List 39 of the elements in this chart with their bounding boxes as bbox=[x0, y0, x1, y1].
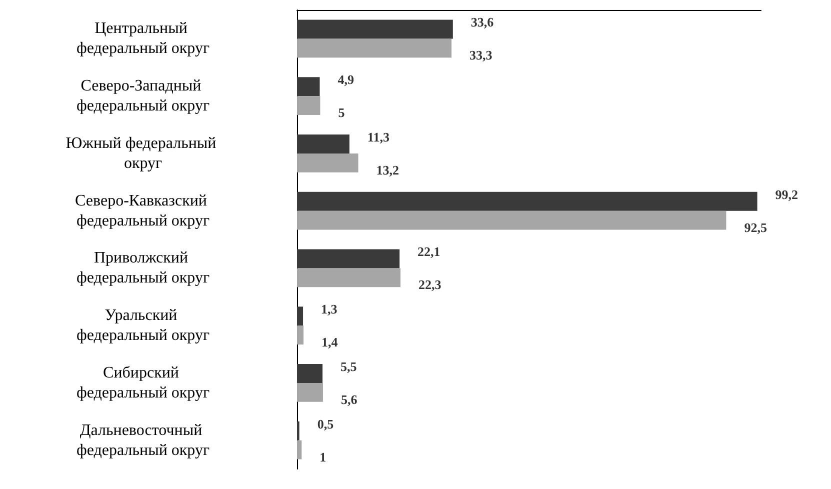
bar bbox=[297, 382, 323, 402]
data-label: 1,3 bbox=[321, 302, 338, 317]
data-label: 99,2 bbox=[775, 186, 798, 202]
y-tick-label: Приволжский федеральный округ bbox=[76, 250, 210, 287]
y-tick-label: Центральный федеральный округ bbox=[76, 20, 210, 58]
bar bbox=[297, 210, 726, 230]
bar bbox=[297, 306, 304, 326]
data-label: 11,3 bbox=[367, 129, 390, 144]
data-label: 5,6 bbox=[340, 392, 358, 407]
y-tick-label: Северо-Западный федеральный округ bbox=[76, 78, 210, 115]
bar bbox=[297, 364, 323, 383]
y-tick-label: Южный федеральный округ bbox=[66, 134, 220, 172]
data-label: 1,4 bbox=[321, 334, 338, 350]
data-label: 5,5 bbox=[340, 358, 358, 374]
bar bbox=[297, 249, 400, 268]
bar bbox=[297, 134, 350, 154]
data-label: 1 bbox=[320, 449, 326, 464]
bar bbox=[297, 38, 452, 58]
data-label: 0,5 bbox=[317, 416, 334, 432]
data-label: 92,5 bbox=[744, 220, 768, 235]
data-label: 33,3 bbox=[470, 48, 493, 63]
bar bbox=[297, 192, 758, 211]
bar bbox=[297, 326, 304, 344]
y-tick-label: Северо-Кавказский федеральный округ bbox=[75, 192, 211, 230]
data-label: 4,9 bbox=[338, 72, 354, 88]
bar bbox=[297, 77, 320, 96]
y-tick-label: Сибирский федеральный округ bbox=[76, 364, 210, 402]
y-tick-label: Дальневосточный федеральный округ bbox=[76, 422, 210, 459]
bar bbox=[297, 96, 320, 115]
data-label: 33,6 bbox=[470, 14, 494, 30]
data-label: 22,1 bbox=[418, 244, 440, 260]
data-label: 13,2 bbox=[376, 162, 399, 178]
y-tick-label: Уральский федеральный округ bbox=[76, 307, 210, 344]
bar bbox=[297, 440, 302, 460]
data-label: 5 bbox=[338, 105, 346, 120]
data-label: 22,3 bbox=[418, 277, 442, 292]
bar bbox=[297, 268, 400, 288]
bar bbox=[297, 153, 358, 172]
bar bbox=[297, 20, 453, 39]
